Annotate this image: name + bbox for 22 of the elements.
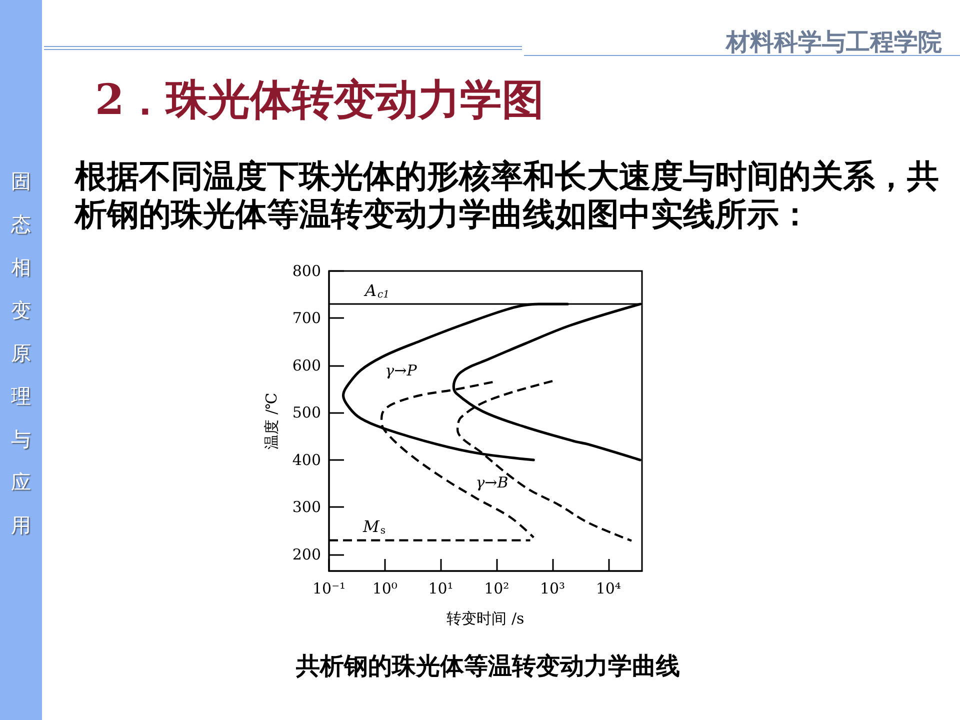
y-tick-label: 300 <box>292 498 321 516</box>
text: 固态相变原理与应用 <box>11 169 31 537</box>
y-tick-label: 400 <box>292 450 321 469</box>
text: 材料科学与工程学院 <box>726 27 942 56</box>
y-tick-label: 800 <box>292 262 321 280</box>
annotation: γ→B <box>476 474 508 492</box>
chart-title: 2．珠光体转变动力学图 <box>95 75 544 124</box>
x-tick-label: 10¹ <box>428 580 454 598</box>
y-axis-title: 温度 /℃ <box>262 392 280 450</box>
annotation: γ→P <box>385 362 417 380</box>
x-tick-label: 10⁻¹ <box>312 580 346 598</box>
y-tick-label: 700 <box>292 309 321 328</box>
y-tick-label: 200 <box>292 545 321 564</box>
chart-subtitle: 根据不同温度下珠光体的形核率和长大速度与时间的关系，共析钢的珠光体等温转变动力学曲线如图中实线所示： <box>75 157 940 233</box>
x-axis-title: 转变时间 /s <box>446 610 524 628</box>
y-tick-label: 600 <box>292 356 321 374</box>
text: 共析钢的珠光体等温转变动力学曲线 <box>295 651 681 680</box>
x-tick-label: 10⁰ <box>372 580 398 598</box>
y-tick-label: 500 <box>292 404 321 422</box>
x-tick-label: 10² <box>484 580 510 598</box>
x-tick-label: 10³ <box>540 580 566 598</box>
x-tick-label: 10⁴ <box>596 580 621 598</box>
